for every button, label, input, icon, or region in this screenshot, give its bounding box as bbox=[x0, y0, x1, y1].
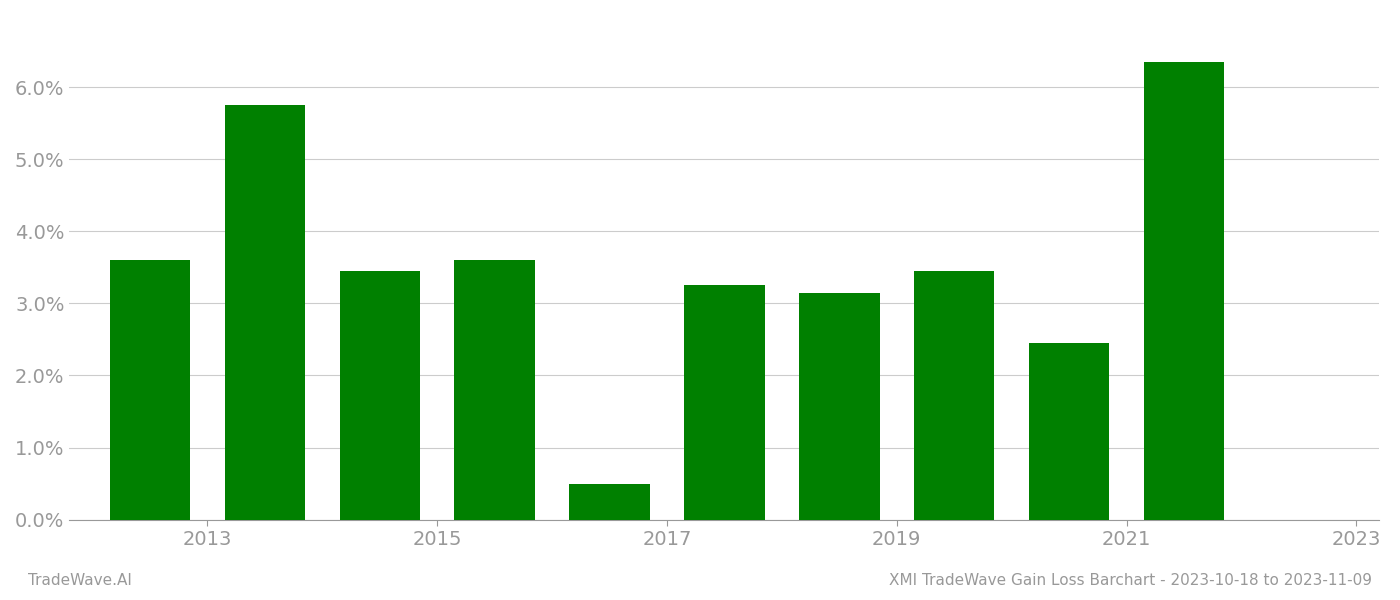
Text: XMI TradeWave Gain Loss Barchart - 2023-10-18 to 2023-11-09: XMI TradeWave Gain Loss Barchart - 2023-… bbox=[889, 573, 1372, 588]
Bar bbox=[340, 271, 420, 520]
Text: TradeWave.AI: TradeWave.AI bbox=[28, 573, 132, 588]
Bar bbox=[799, 293, 879, 520]
Bar bbox=[455, 260, 535, 520]
Bar bbox=[109, 260, 190, 520]
Bar bbox=[685, 286, 764, 520]
Bar bbox=[570, 484, 650, 520]
Bar bbox=[224, 105, 305, 520]
Bar bbox=[914, 271, 994, 520]
Bar bbox=[1029, 343, 1109, 520]
Bar bbox=[1144, 62, 1224, 520]
